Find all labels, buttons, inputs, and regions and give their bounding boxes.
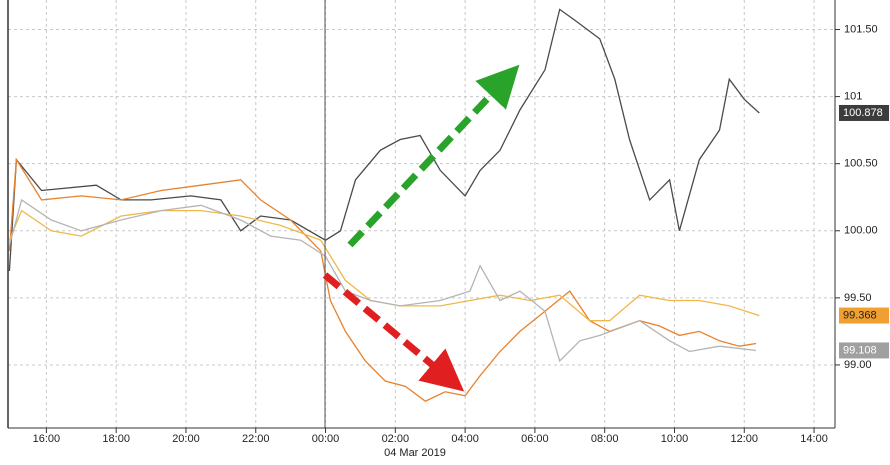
x-tick-label: 18:00 (102, 433, 130, 445)
series-line (8, 198, 757, 363)
last-value-box (839, 342, 889, 359)
y-tick-label: 99.50 (844, 292, 872, 304)
series-line (8, 8, 760, 272)
red-arrow (322, 272, 465, 392)
x-tick-label: 20:00 (172, 433, 200, 445)
y-tick-label: 100.00 (844, 225, 878, 237)
date-label: 04 Mar 2019 (384, 447, 446, 459)
last-value-label: 99.368 (843, 309, 877, 321)
x-tick-label: 08:00 (591, 433, 619, 445)
y-tick-label: 101.50 (844, 23, 878, 35)
y-tick-label: 100.50 (844, 158, 878, 170)
green-arrow (347, 64, 520, 248)
x-tick-label: 14:00 (800, 433, 828, 445)
last-value-box (839, 104, 889, 121)
last-value-label: 100.878 (843, 107, 883, 119)
y-tick-label: 101 (844, 91, 862, 103)
x-tick-label: 16:00 (33, 433, 61, 445)
x-tick-label: 02:00 (382, 433, 410, 445)
x-tick-label: 04:00 (451, 433, 479, 445)
x-tick-label: 00:00 (312, 433, 340, 445)
x-tick-label: 22:00 (242, 433, 270, 445)
plot-area (8, 0, 835, 428)
last-value-box (839, 307, 889, 324)
x-tick-label: 10:00 (661, 433, 689, 445)
x-tick-label: 12:00 (731, 433, 759, 445)
series-line (8, 209, 760, 322)
x-tick-label: 06:00 (521, 433, 549, 445)
series-line (8, 157, 757, 402)
y-tick-label: 99.00 (844, 359, 872, 371)
last-value-label: 99.108 (843, 344, 877, 356)
